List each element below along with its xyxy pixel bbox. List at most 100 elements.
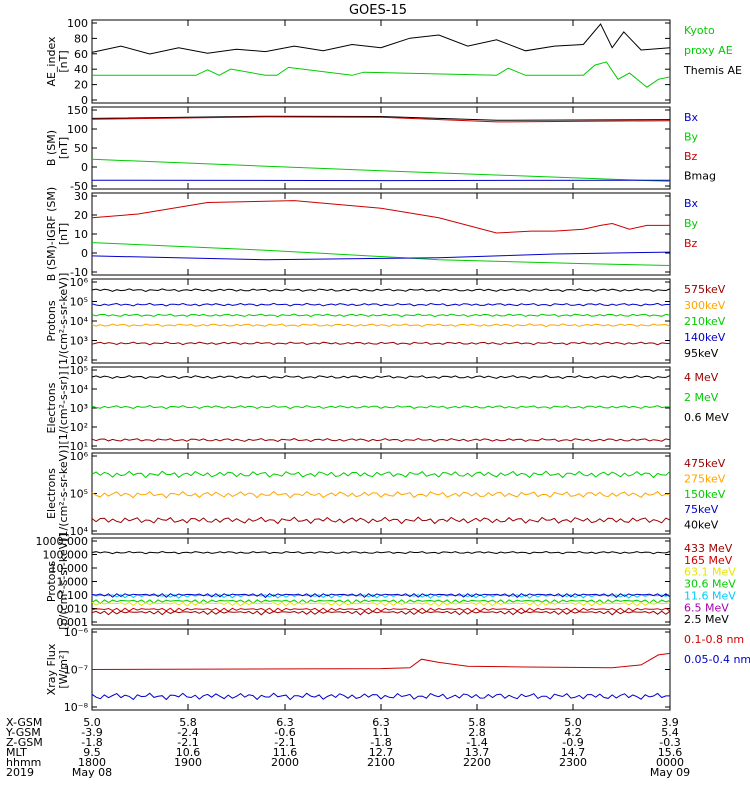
series-line-2-5-mev (91, 550, 671, 555)
chart-title: GOES-15 (349, 3, 407, 18)
y-tick-label: -10 (70, 266, 88, 279)
footer-value: May 09 (650, 766, 690, 779)
footer-value: 14.7 (561, 746, 586, 759)
y-axis-label: Protons (45, 300, 58, 341)
footer-value: 9.5 (83, 746, 101, 759)
footer: X-GSMY-GSMZ-GSMMLThhmm20195.0-3.9-1.89.5… (5, 716, 690, 779)
footer-value: 5.8 (179, 716, 197, 729)
y-axis-label: B (SM) (45, 130, 58, 166)
footer-value: 5.8 (468, 716, 486, 729)
footer-value: -2.4 (177, 726, 198, 739)
series-line-0-05-0-4-nm (91, 692, 670, 701)
footer-value: 5.4 (661, 726, 679, 739)
footer-value: May 08 (72, 766, 112, 779)
y-tick-label: 60 (74, 48, 88, 61)
footer-value: -0.3 (659, 736, 680, 749)
footer-row-label: 2019 (6, 766, 34, 779)
legend-item: Bz (684, 237, 698, 250)
legend-item: By (684, 131, 699, 144)
footer-value: 3.9 (661, 716, 679, 729)
series-line-150kev (91, 470, 671, 479)
legend-item: 2 MeV (684, 391, 719, 404)
series-line-6-5-mev (91, 593, 671, 599)
y-tick-label: 1000.000 (36, 535, 89, 548)
series-line-165-mev (91, 607, 671, 613)
y-tick-label: 10 (74, 228, 88, 241)
series-line-bz (91, 200, 670, 234)
y-tick-label: 10⁻⁸ (64, 701, 89, 714)
footer-row-label: hhmm (6, 756, 41, 769)
y-tick-label: 0 (81, 94, 88, 107)
footer-value: -3.9 (81, 726, 102, 739)
y-tick-label: 10² (70, 421, 88, 434)
series-line-bmag (91, 115, 671, 121)
y-tick-label: 10⁴ (70, 525, 89, 538)
legend-item: 140keV (684, 331, 726, 344)
y-axis-label: [1/(cm²-s-sr-keV)] (57, 445, 70, 542)
footer-value: 10.6 (176, 746, 201, 759)
y-tick-label: 10⁵ (70, 296, 88, 309)
y-tick-label: 20 (74, 209, 88, 222)
series-line-63-1-mev (91, 601, 671, 607)
legend-item: 575keV (684, 283, 726, 296)
y-axis-label: Xray Flux (45, 643, 58, 695)
legend-item: 40keV (684, 519, 719, 532)
legend-item: 95keV (684, 347, 719, 360)
y-tick-label: 10³ (70, 335, 88, 348)
legend-item: By (684, 217, 699, 230)
footer-value: -0.9 (562, 736, 583, 749)
y-axis-label: [W/m²] (57, 650, 70, 688)
series-line-kyoto-proxy-ae (91, 23, 671, 55)
footer-value: 1800 (78, 756, 106, 769)
y-tick-label: 30 (74, 190, 88, 203)
y-tick-label: 10.000 (50, 562, 89, 575)
series-line-2-mev (91, 405, 670, 410)
y-axis-label: [nT] (57, 50, 70, 72)
series-line-433-mev (91, 610, 671, 616)
footer-value: 11.6 (273, 746, 298, 759)
legend-item: Bmag (684, 170, 716, 183)
legend-item: 475keV (684, 457, 726, 470)
series-line-300kev (91, 323, 671, 328)
footer-value: -1.8 (370, 736, 391, 749)
y-tick-label: 10⁴ (70, 383, 89, 396)
footer-value: 2000 (271, 756, 299, 769)
y-tick-label: 10⁶ (70, 276, 89, 289)
y-tick-label: 10⁵ (70, 364, 88, 377)
y-axis-label: [nT] (57, 223, 70, 245)
y-tick-label: 10⁻⁶ (64, 626, 89, 639)
y-tick-label: 0 (81, 247, 88, 260)
y-axis-label: [1/(cm²-s-sr-keV)] (57, 273, 70, 370)
footer-value: 12.7 (369, 746, 394, 759)
series-line-by (91, 158, 671, 182)
legend-item: Themis AE (683, 64, 742, 77)
footer-value: 2300 (559, 756, 587, 769)
series-line-themis-ae (92, 61, 671, 88)
y-tick-label: 80 (74, 32, 88, 45)
footer-value: -2.1 (177, 736, 198, 749)
y-tick-label: 100 (67, 17, 88, 30)
legend-item: 275keV (684, 472, 726, 485)
footer-value: 1.1 (372, 726, 390, 739)
y-tick-label: 20 (74, 79, 88, 92)
y-tick-label: 10² (70, 354, 88, 367)
panel-ae: 100 80 60 40 20 0 AE_index [nT] Kyoto proxy AE The… (45, 17, 742, 107)
footer-value: -1.8 (81, 736, 102, 749)
y-axis-label: [p/(cm²-s-sr-keV)] (57, 533, 70, 630)
legend-item: 300keV (684, 299, 726, 312)
legend-item: Bz (684, 150, 698, 163)
y-tick-label: 10⁶ (70, 450, 89, 463)
footer-value: 2200 (463, 756, 491, 769)
legend-item: 165 MeV (684, 554, 733, 567)
legend-item: proxy AE (684, 44, 733, 57)
legend-item: 433 MeV (684, 542, 733, 555)
series-line-bx (91, 251, 671, 261)
legend-item: Bx (684, 197, 699, 210)
panel-bigrf: 30 20 10 0 -10 B (SM)-IGRF (SM) [nT] Bx By Bz (45, 187, 699, 281)
legend-item: 0.1-0.8 nm (684, 633, 744, 646)
footer-value: 5.0 (564, 716, 582, 729)
y-axis-label: B (SM)-IGRF (SM) (45, 187, 58, 281)
panel-protons_high: 1000.000100.00010.0001.0000.1000.0100.00… (36, 533, 737, 630)
